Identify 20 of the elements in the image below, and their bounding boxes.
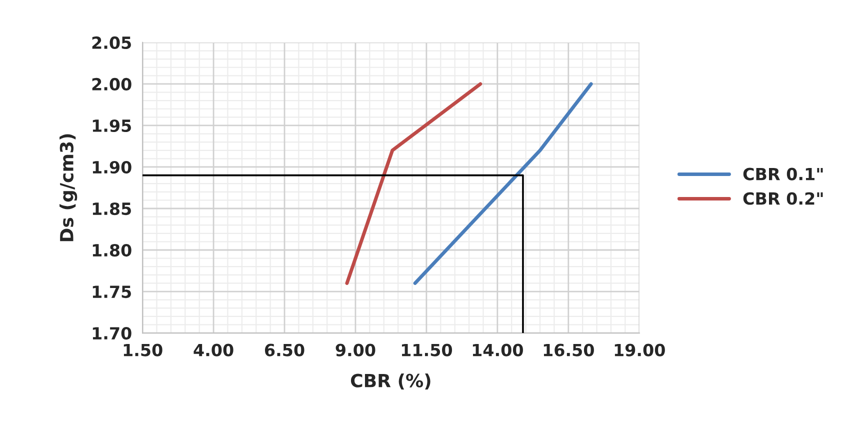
y-tick-label: 2.05 <box>92 36 131 50</box>
x-tick-label: 9.00 <box>336 344 376 356</box>
x-tick-label: 4.00 <box>194 344 234 356</box>
y-tick-label: 2.00 <box>92 78 132 91</box>
x-axis-title: CBR (%) <box>350 373 430 390</box>
y-tick-label: 1.70 <box>92 326 132 340</box>
x-tick-label: 1.50 <box>124 344 162 356</box>
x-tick-label: 11.50 <box>402 344 452 356</box>
y-tick-label: 1.95 <box>92 119 131 132</box>
x-tick-label: 16.50 <box>544 344 594 356</box>
y-tick-label: 1.85 <box>92 202 131 216</box>
legend-label: CBR 0.1" <box>743 168 823 180</box>
y-tick-label: 1.80 <box>92 244 132 257</box>
y-axis-title: Ds (g/cm3) <box>60 134 78 242</box>
y-tick-label: 1.75 <box>92 286 131 298</box>
y-tick-label: 1.90 <box>92 160 132 174</box>
x-tick-label: 19.00 <box>614 344 665 356</box>
legend-label: CBR 0.2" <box>743 192 823 205</box>
x-tick-label: 14.00 <box>472 344 523 356</box>
x-tick-label: 6.50 <box>264 344 304 356</box>
